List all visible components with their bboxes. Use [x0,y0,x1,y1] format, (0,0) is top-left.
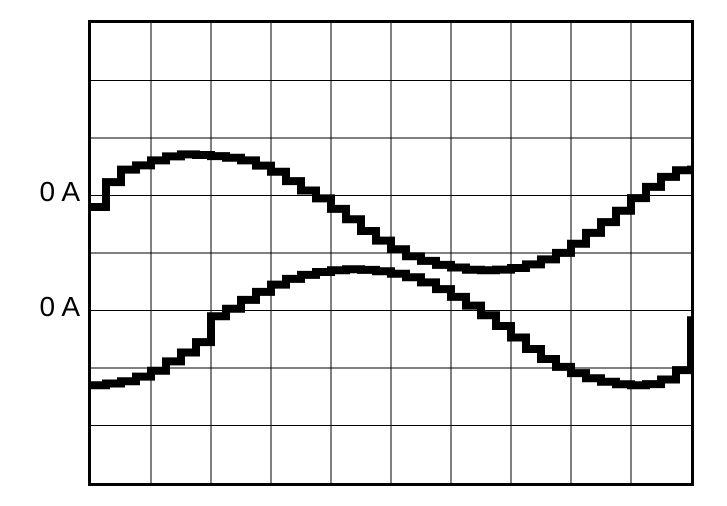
scope-frame [88,20,694,486]
y-axis-label: 0 A [40,176,80,208]
oscilloscope-display: 0 A 0 A [20,20,707,486]
y-axis-labels: 0 A 0 A [20,20,80,480]
scope-svg [91,23,691,483]
y-axis-label: 0 A [40,291,80,323]
